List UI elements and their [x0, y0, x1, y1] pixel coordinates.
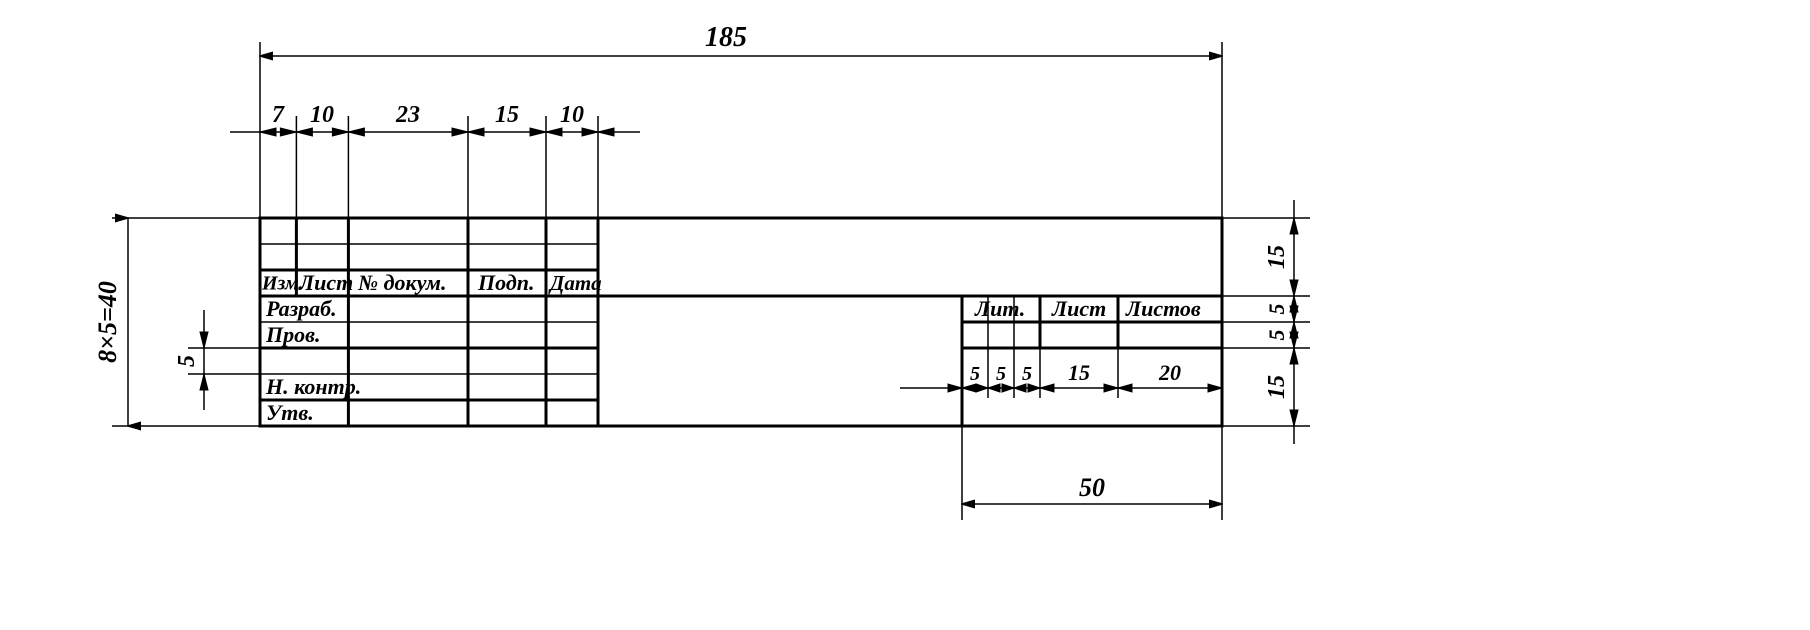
- cell-razrab: Разраб.: [265, 296, 337, 321]
- cell-list-r: Лист: [1051, 296, 1106, 321]
- svg-text:15: 15: [1264, 375, 1290, 399]
- svg-text:10: 10: [310, 102, 334, 128]
- svg-text:8×5=40: 8×5=40: [93, 281, 122, 363]
- dim-right-heights: 15 5 5 15: [1222, 200, 1310, 444]
- cell-nkontr: Н. контр.: [265, 374, 361, 399]
- svg-text:23: 23: [395, 102, 420, 128]
- svg-text:10: 10: [560, 102, 584, 128]
- cell-podp: Подп.: [477, 270, 534, 295]
- svg-text:7: 7: [272, 102, 285, 128]
- cell-utv: Утв.: [266, 400, 314, 425]
- svg-text:5: 5: [174, 355, 200, 367]
- dim-left-total: 8×5=40: [93, 218, 260, 426]
- svg-text:20: 20: [1158, 360, 1181, 385]
- svg-text:15: 15: [1264, 245, 1290, 269]
- svg-text:5: 5: [1022, 363, 1032, 385]
- svg-text:5: 5: [970, 363, 980, 385]
- cell-izm: Изм.: [261, 273, 304, 295]
- cell-list-hdr: Лист: [298, 270, 353, 295]
- svg-text:185: 185: [705, 22, 747, 53]
- dim-rightblock-widths: 5 5 5 15 20: [900, 348, 1222, 398]
- cell-ndokum: № докум.: [357, 270, 446, 295]
- svg-text:5: 5: [1264, 330, 1289, 341]
- svg-text:15: 15: [1068, 360, 1090, 385]
- svg-text:5: 5: [996, 363, 1006, 385]
- cell-prov: Пров.: [265, 322, 320, 347]
- svg-text:50: 50: [1079, 473, 1105, 502]
- cell-lit: Лит.: [974, 296, 1025, 321]
- cell-data: Дата: [548, 271, 602, 295]
- dim-bottom-right: 50: [962, 426, 1222, 520]
- cell-listov: Листов: [1125, 296, 1201, 321]
- title-block-diagram: Изм. Лист № докум. Подп. Дата Разраб. Пр…: [0, 0, 1810, 630]
- dim-left-row: 5: [174, 310, 260, 410]
- dim-top-cols: 7 10 23 15 10: [230, 102, 640, 218]
- svg-text:5: 5: [1264, 304, 1289, 315]
- svg-text:15: 15: [495, 102, 519, 128]
